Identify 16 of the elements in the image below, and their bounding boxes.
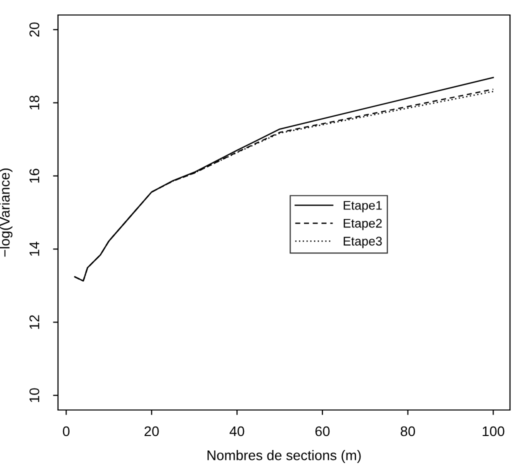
- y-tick-label: 18: [29, 96, 40, 110]
- x-tick-label: 100: [482, 426, 504, 436]
- x-tick-label: 20: [144, 426, 159, 436]
- legend-label: Etape2: [344, 218, 382, 230]
- y-tick-label: 12: [29, 315, 40, 329]
- legend-label: Etape1: [344, 201, 382, 212]
- x-axis-title: Nombres de sections (m): [208, 450, 361, 463]
- x-tick-label: 40: [230, 426, 244, 436]
- x-tick-label: 0: [62, 426, 70, 436]
- y-tick-label: 14: [30, 242, 40, 256]
- legend-label: Etape3: [344, 236, 382, 248]
- x-tick-label: 60: [315, 426, 330, 436]
- y-tick-label: 10: [29, 388, 40, 402]
- y-tick-label: 16: [29, 168, 40, 183]
- x-tick-label: 80: [400, 426, 416, 436]
- y-tick-label: 20: [29, 22, 40, 37]
